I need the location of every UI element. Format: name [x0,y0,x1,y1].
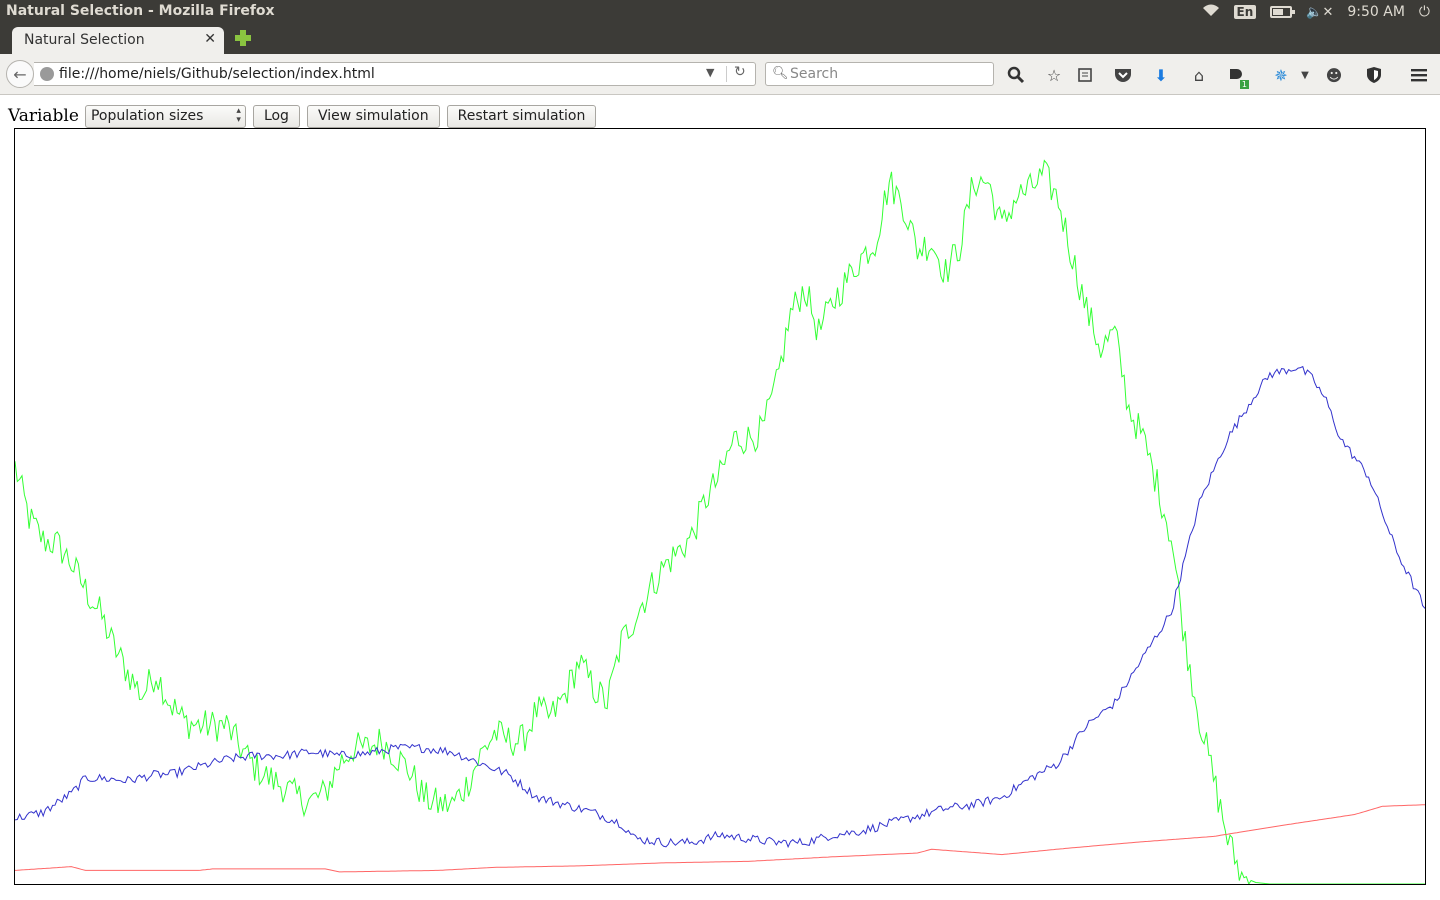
browser-tab[interactable]: Natural Selection ✕ [12,27,224,54]
reload-icon[interactable]: ↻ [734,64,746,80]
keyboard-lang-icon[interactable]: En [1233,5,1257,19]
new-tab-icon[interactable] [234,29,252,47]
restart-simulation-button[interactable]: Restart simulation [446,104,597,128]
url-bar[interactable]: file:///home/niels/Github/selection/inde… [34,62,756,86]
simulation-controls: Variable Population sizes ▴ ▾ Log View si… [8,104,603,128]
close-tab-icon[interactable]: ✕ [204,31,216,47]
system-tray: En 🔈✕ 9:50 AM ⏻ [1202,0,1430,24]
search-input[interactable] [790,65,990,83]
nav-toolbar: ← file:///home/niels/Github/selection/in… [0,54,1440,95]
battery-icon[interactable] [1270,6,1296,18]
network-icon[interactable]: ✵ [1274,65,1288,85]
window-title: Natural Selection - Mozilla Firefox [6,3,275,19]
tab-strip: Natural Selection ✕ [0,24,1440,54]
volume-muted-icon[interactable]: 🔈✕ [1306,4,1334,20]
bookmark-star-icon[interactable]: ☆ [1046,65,1062,85]
log-button[interactable]: Log [252,104,300,128]
series-line-2 [15,804,1425,873]
back-arrow-icon: ← [13,64,27,84]
power-icon[interactable]: ⏻ [1418,4,1430,20]
zoom-icon[interactable] [1005,64,1027,86]
shield-icon[interactable] [1363,64,1385,86]
site-info-icon[interactable] [40,67,54,81]
search-bar[interactable]: 🔍︎ [765,62,994,86]
back-button[interactable]: ← [6,60,34,88]
variable-select[interactable]: Population sizes ▴ ▾ [84,104,246,128]
search-icon: 🔍︎ [772,66,789,81]
os-top-bar: Natural Selection - Mozilla Firefox En 🔈… [0,0,1440,24]
series-line-0 [15,159,1425,884]
network-dropdown-icon[interactable]: ▼ [1301,69,1309,81]
url-text[interactable]: file:///home/niels/Github/selection/inde… [59,66,375,82]
variable-select-value: Population sizes [90,107,204,124]
view-simulation-button[interactable]: View simulation [306,104,440,128]
reading-list-icon[interactable] [1074,64,1096,86]
menu-icon[interactable] [1408,64,1430,86]
series-line-1 [15,365,1425,849]
addon-badge: 1 [1239,80,1249,89]
url-history-dropdown-icon[interactable]: ▼ [706,66,715,79]
variable-label: Variable [8,106,79,126]
clock[interactable]: 9:50 AM [1347,4,1405,20]
tab-title: Natural Selection [24,32,145,48]
download-icon[interactable]: ⬇ [1154,65,1168,85]
pocket-icon[interactable] [1112,64,1134,86]
addon-icon[interactable]: 1 [1225,64,1249,89]
chat-icon[interactable]: ☻ [1325,65,1343,85]
url-separator [726,66,727,82]
select-arrows-icon: ▴ ▾ [236,105,241,125]
wifi-icon[interactable] [1202,3,1220,21]
home-icon[interactable]: ⌂ [1193,65,1205,85]
chart-canvas [15,159,1425,884]
population-chart [14,128,1426,885]
